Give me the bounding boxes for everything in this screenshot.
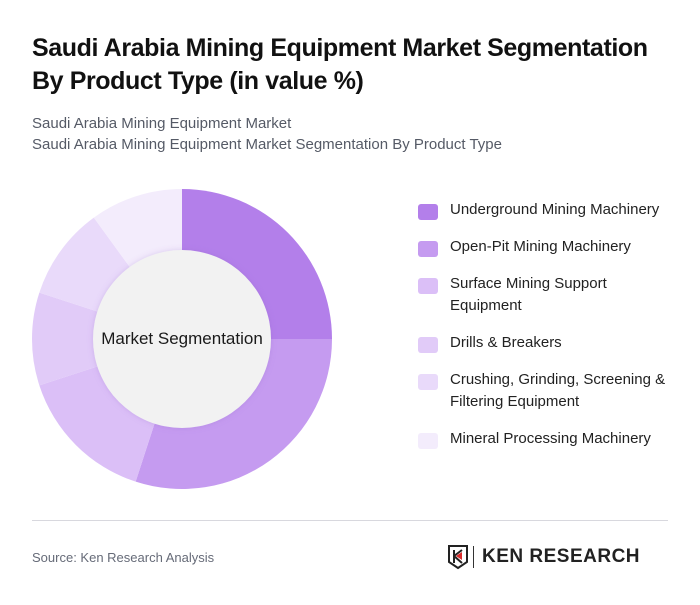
chart-title: Saudi Arabia Mining Equipment Market Seg…	[32, 34, 648, 95]
legend-swatch	[418, 433, 438, 449]
legend-swatch	[418, 278, 438, 294]
subtitle-line-1: Saudi Arabia Mining Equipment Market	[32, 115, 292, 132]
legend-swatch	[418, 204, 438, 220]
legend-label: Drills & Breakers	[450, 334, 562, 351]
legend-label: Underground Mining Machinery	[450, 201, 660, 218]
legend-label: Surface Mining Support Equipment	[450, 275, 607, 314]
footer-divider	[32, 520, 668, 521]
legend-swatch	[418, 374, 438, 390]
legend-label: Open-Pit Mining Machinery	[450, 238, 631, 255]
legend-swatch	[418, 337, 438, 353]
legend-item: Underground Mining Machinery	[418, 199, 678, 221]
legend-item: Mineral Processing Machinery	[418, 428, 678, 450]
ken-research-logo: KEN RESEARCH	[447, 544, 640, 570]
legend-swatch	[418, 241, 438, 257]
legend-item: Open-Pit Mining Machinery	[418, 236, 678, 258]
logo-separator	[473, 546, 474, 568]
chart-legend: Underground Mining Machinery Open-Pit Min…	[418, 199, 678, 465]
legend-item: Surface Mining Support Equipment	[418, 273, 678, 317]
subtitle-line-2: Saudi Arabia Mining Equipment Market Seg…	[32, 136, 502, 153]
donut-chart	[32, 189, 332, 489]
donut-center	[93, 250, 271, 428]
ken-logo-icon	[448, 545, 468, 570]
legend-label: Crushing, Grinding, Screening & Filterin…	[450, 371, 666, 410]
legend-item: Drills & Breakers	[418, 332, 678, 354]
chart-subtitle: Saudi Arabia Mining Equipment Market Sau…	[32, 113, 502, 155]
source-text: Source: Ken Research Analysis	[32, 550, 215, 565]
logo-text: KEN RESEARCH	[482, 546, 641, 567]
legend-label: Mineral Processing Machinery	[450, 430, 651, 447]
legend-item: Crushing, Grinding, Screening & Filterin…	[418, 369, 678, 413]
